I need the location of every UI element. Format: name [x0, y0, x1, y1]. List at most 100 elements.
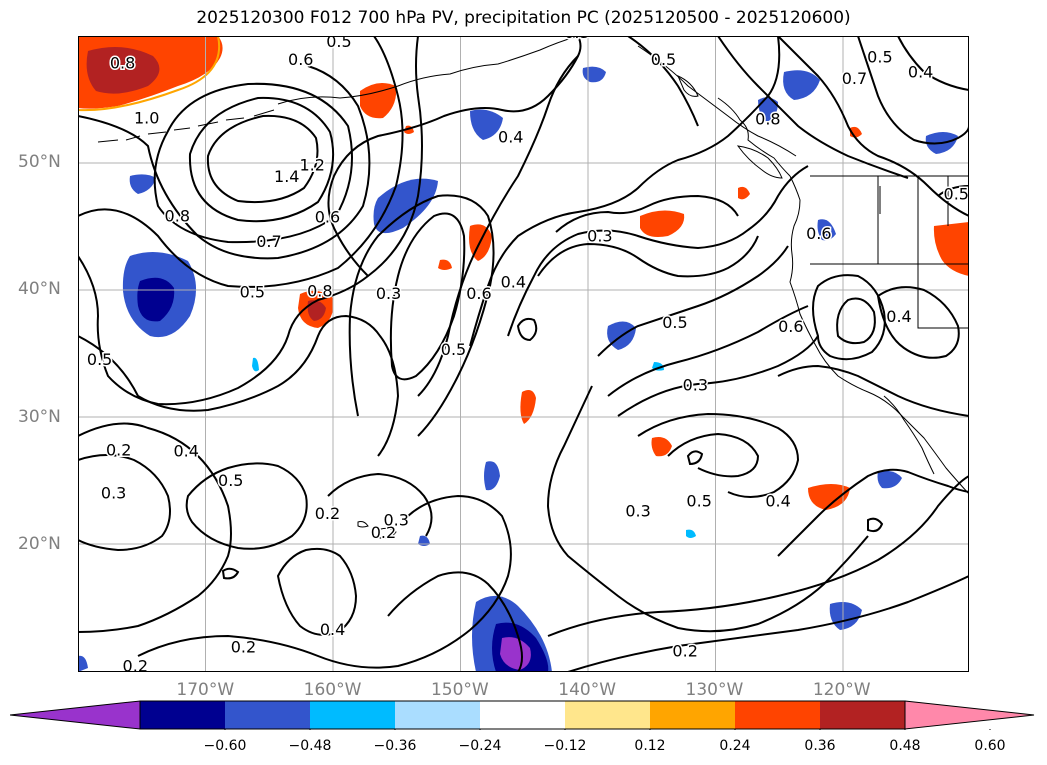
colorbar-tick-label: −0.36 [373, 738, 417, 754]
contour-label: 0.5 [87, 350, 112, 369]
contour-label: 0.7 [842, 69, 867, 88]
pv-contour [469, 36, 781, 347]
colorbar-segment [395, 701, 480, 729]
pv-contour [327, 472, 433, 537]
colorbar-tick-label: 0.24 [719, 738, 751, 754]
pv-contour [387, 571, 523, 672]
colorbar [9, 700, 1035, 730]
pv-contour [547, 475, 969, 637]
contour-label: 0.7 [256, 232, 281, 251]
contour-label: 0.2 [231, 638, 256, 657]
colorbar-segment [310, 701, 395, 729]
precip-positive-area [808, 484, 850, 510]
colorbar-tick-label: −0.48 [288, 738, 332, 754]
colorbar-segment [565, 701, 650, 729]
coastline-bc-islands [677, 75, 699, 97]
precip-positive-core [86, 47, 160, 94]
contour-label: 0.5 [240, 283, 265, 302]
precip-negative-area [252, 357, 259, 372]
pv-contour [389, 212, 466, 381]
pv-contour [937, 185, 969, 197]
pv-contour [567, 575, 969, 672]
lat-label: 40°N [18, 279, 61, 300]
pv-contour [185, 462, 308, 550]
contour-label: 0.4 [501, 272, 526, 291]
precip-positive-area [520, 390, 536, 424]
state-border [917, 176, 949, 264]
lon-label: 120°W [812, 680, 871, 700]
contour-label: 0.4 [173, 442, 198, 461]
lat-label: 30°N [18, 406, 61, 427]
map-canvas: 0.81.00.60.51.41.20.80.70.60.5 0.8 0.30.50… [78, 36, 969, 672]
contour-label: 0.3 [625, 501, 650, 520]
colorbar-tick-label: 0.12 [634, 738, 666, 754]
colorbar-tick-label: −0.12 [543, 738, 587, 754]
colorbar-segment [225, 701, 310, 729]
contour-label: 0.5 [651, 50, 676, 69]
precip-positive-edge [78, 36, 221, 112]
contour-label: 0.4 [765, 491, 790, 510]
pv-contour [78, 36, 404, 288]
precip-negative-peak [500, 637, 531, 670]
precip-negative-core [137, 277, 175, 322]
contour-label: 0.3 [376, 284, 401, 303]
precip-negative-area [418, 535, 430, 546]
pv-contour [812, 274, 886, 361]
map-panel: 0.8 1.0 0.6 0.5 1.4 1.2 0.8 0.7 0.6 0.5 0.8 0.3 0.5 0… [78, 36, 969, 672]
precip-positive-area [640, 210, 685, 237]
pv-contour [276, 547, 358, 636]
contour-label: 0.5 [218, 471, 243, 490]
precip-positive-area [933, 222, 969, 276]
contour-label: 0.6 [288, 50, 313, 69]
pv-contour [546, 385, 869, 633]
pv-contour [188, 96, 335, 223]
precip-negative-area [373, 178, 438, 234]
contour-label: 0.6 [315, 208, 340, 227]
precipitation-shading [78, 36, 969, 672]
lon-label: 140°W [558, 680, 617, 700]
colorbar-tick-label: 0.36 [804, 738, 836, 754]
pv-contour [78, 454, 171, 552]
colorbar-extend-max [904, 700, 1035, 730]
pv-contour [555, 194, 739, 233]
pv-contour [597, 245, 789, 357]
precip-positive-core [307, 300, 326, 321]
colorbar-frame [139, 700, 906, 730]
contour-label: 0.8 [165, 206, 190, 225]
pv-contour [777, 468, 969, 557]
lon-label: 170°W [176, 680, 235, 700]
pv-contour [417, 55, 579, 397]
precip-negative-area [783, 70, 820, 100]
precip-negative-area [470, 109, 503, 140]
lon-label: 130°W [685, 680, 744, 700]
lon-label: 160°W [303, 680, 362, 700]
contour-label: 0.4 [908, 63, 933, 82]
contour-label: 0.5 [441, 340, 466, 359]
contour-label: 1.2 [299, 155, 324, 174]
precip-negative-area [758, 97, 778, 122]
pv-contours [78, 36, 969, 672]
contour-label: 1.4 [274, 167, 299, 186]
pv-contour [607, 305, 809, 397]
colorbar-tick-label: 0.48 [889, 738, 921, 754]
contour-label: 0.6 [806, 224, 831, 243]
contour-label: 0.8 [307, 281, 332, 300]
contour-label: 0.5 [686, 491, 711, 510]
contour-label: 0.5 [944, 185, 969, 204]
precip-negative-area [78, 655, 88, 672]
pv-contour [137, 494, 512, 669]
pv-contour [637, 412, 800, 498]
precip-negative-area [484, 461, 500, 491]
coastline-baja [883, 395, 935, 475]
pv-contour [627, 36, 699, 127]
contour-label: 0.4 [886, 307, 911, 326]
contour-label: 0.2 [371, 523, 396, 542]
colorbar-segment [650, 701, 735, 729]
pv-contour [348, 194, 495, 437]
contour-label: 0.2 [672, 641, 697, 660]
precip-negative-area [129, 174, 156, 194]
colorbar-segment [140, 701, 225, 729]
pv-contour [667, 432, 760, 478]
map-title: 2025120300 F012 700 hPa PV, precipitatio… [196, 8, 851, 28]
contour-label: 0.4 [498, 127, 523, 146]
